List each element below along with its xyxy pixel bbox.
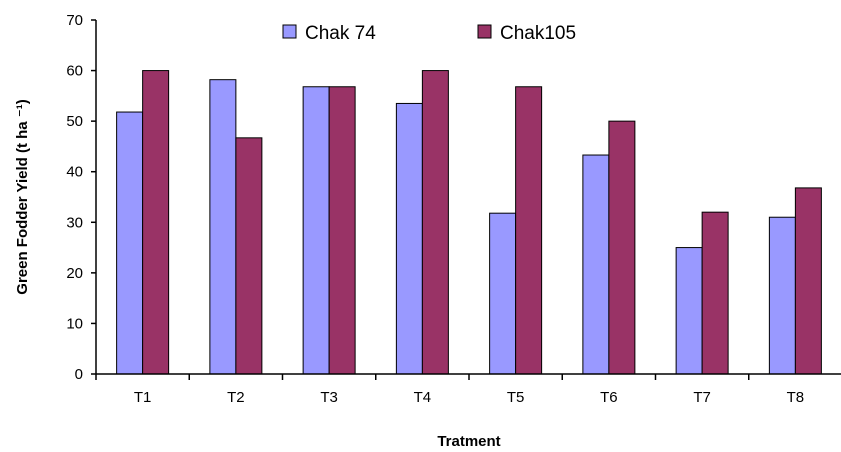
bar-chak-74-t2 <box>209 79 237 375</box>
bar-chak105-t6 <box>608 120 636 375</box>
y-tick-label: 50 <box>66 113 83 130</box>
x-tick-label: T1 <box>134 389 152 406</box>
y-tick-label: 0 <box>75 366 83 383</box>
x-tick-label: T5 <box>507 389 525 406</box>
y-axis-title: Green Fodder Yield (t ha ⁻¹) <box>14 99 31 294</box>
bar-chak-74-t1 <box>116 111 144 375</box>
bar-chak105-t5 <box>515 86 543 375</box>
bar-chak-74-t5 <box>489 212 517 375</box>
legend: Chak 74 Chak105 <box>282 23 576 44</box>
bar-chak-74-t8 <box>768 216 796 375</box>
bar-chak105-t4 <box>421 70 449 375</box>
bar-chak-74-t4 <box>395 102 423 375</box>
y-tick-label: 10 <box>66 315 83 332</box>
y-tick-label: 30 <box>66 214 83 231</box>
bar-chak-74-t3 <box>302 86 330 375</box>
bar-chak-74-t6 <box>582 154 610 375</box>
x-tick-label: T4 <box>414 389 432 406</box>
legend-label-chak-74: Chak 74 <box>305 23 376 44</box>
x-tick-label: T7 <box>693 389 711 406</box>
y-tick-label: 70 <box>66 12 83 29</box>
y-tick-label: 40 <box>66 164 83 181</box>
legend-label-chak105: Chak105 <box>500 23 576 44</box>
plot-area <box>116 70 822 375</box>
bar-chak105-t2 <box>235 137 263 375</box>
legend-swatch-chak105 <box>477 24 492 39</box>
bar-chak105-t3 <box>328 86 356 375</box>
bar-chak105-t8 <box>794 187 822 375</box>
x-tick-label: T2 <box>227 389 245 406</box>
legend-swatch-chak-74 <box>282 24 297 39</box>
bar-chak105-t1 <box>142 70 170 375</box>
x-axis: T1 T2 T3 T4 T5 T6 T7 T8 <box>95 373 841 406</box>
bar-chak-74-t7 <box>675 247 703 375</box>
x-tick-label: T6 <box>600 389 618 406</box>
y-axis: 0 10 20 30 40 50 60 70 <box>66 12 97 383</box>
x-axis-title: Tratment <box>437 433 500 450</box>
y-tick-label: 60 <box>66 63 83 80</box>
y-tick-label: 20 <box>66 265 83 282</box>
x-tick-label: T3 <box>320 389 338 406</box>
bar-chak105-t7 <box>701 211 729 375</box>
x-tick-label: T8 <box>787 389 805 406</box>
